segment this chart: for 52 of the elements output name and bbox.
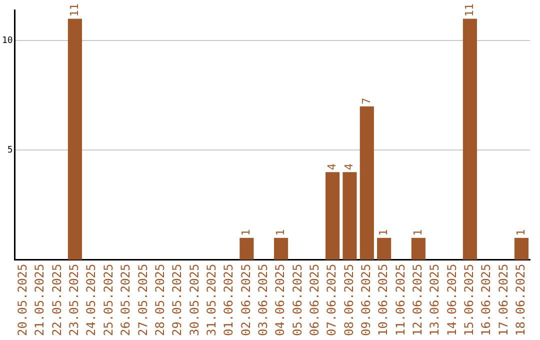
data-label: 1 bbox=[514, 229, 528, 236]
y-tick-label: 5 bbox=[7, 146, 13, 156]
x-tick-label: 08.06.2025 bbox=[342, 264, 356, 336]
x-tick-label: 28.05.2025 bbox=[152, 264, 167, 336]
x-tick-label: 11.06.2025 bbox=[393, 264, 408, 336]
data-label: 1 bbox=[411, 229, 424, 236]
x-tick-label: 07.06.2025 bbox=[324, 264, 339, 336]
x-tick-label: 22.05.2025 bbox=[50, 264, 64, 336]
bar bbox=[68, 18, 82, 260]
bar bbox=[240, 238, 254, 260]
x-tick-label: 17.06.2025 bbox=[496, 264, 510, 336]
x-tick-label: 01.06.2025 bbox=[222, 264, 236, 336]
bar bbox=[274, 238, 288, 260]
bar bbox=[360, 106, 374, 260]
bar bbox=[326, 172, 340, 260]
x-tick-label: 02.06.2025 bbox=[238, 264, 253, 336]
x-tick-label: 30.05.2025 bbox=[187, 264, 202, 336]
bar bbox=[342, 172, 357, 260]
bar bbox=[514, 238, 529, 260]
bar bbox=[411, 238, 426, 260]
data-label: 4 bbox=[325, 163, 338, 170]
x-tick-label: 26.05.2025 bbox=[118, 264, 133, 336]
x-tick-label: 12.06.2025 bbox=[410, 264, 425, 336]
y-tick-label: 10 bbox=[2, 36, 13, 46]
data-label: 7 bbox=[360, 98, 373, 104]
x-tick-label: 16.06.2025 bbox=[479, 264, 494, 336]
x-tick-label: 15.06.2025 bbox=[462, 264, 476, 336]
x-tick-label: 23.05.2025 bbox=[67, 264, 82, 336]
data-label: 11 bbox=[68, 4, 81, 17]
x-tick-label: 24.05.2025 bbox=[84, 264, 98, 336]
x-tick-label: 05.06.2025 bbox=[290, 264, 304, 336]
bar bbox=[377, 238, 392, 260]
data-label: 1 bbox=[240, 229, 253, 236]
x-tick-label: 20.05.2025 bbox=[16, 264, 30, 336]
bar bbox=[462, 18, 477, 260]
data-label: 1 bbox=[274, 229, 287, 236]
x-tick-label: 13.06.2025 bbox=[428, 264, 442, 336]
x-tick-label: 29.05.2025 bbox=[170, 264, 184, 336]
data-label: 11 bbox=[462, 4, 476, 17]
x-tick-label: 31.05.2025 bbox=[204, 264, 218, 336]
x-tick-label: 10.06.2025 bbox=[376, 264, 390, 336]
x-tick-label: 18.06.2025 bbox=[514, 264, 528, 336]
data-label: 4 bbox=[342, 163, 356, 170]
x-tick-label: 27.05.2025 bbox=[136, 264, 150, 336]
x-tick-label: 06.06.2025 bbox=[308, 264, 322, 336]
x-tick-label: 14.06.2025 bbox=[444, 264, 459, 336]
x-tick-label: 03.06.2025 bbox=[256, 264, 270, 336]
x-tick-label: 04.06.2025 bbox=[273, 264, 288, 336]
x-tick-label: 25.05.2025 bbox=[101, 264, 116, 336]
x-tick-label: 09.06.2025 bbox=[359, 264, 374, 336]
x-tick-label: 21.05.2025 bbox=[32, 264, 47, 336]
data-label: 1 bbox=[376, 229, 390, 236]
